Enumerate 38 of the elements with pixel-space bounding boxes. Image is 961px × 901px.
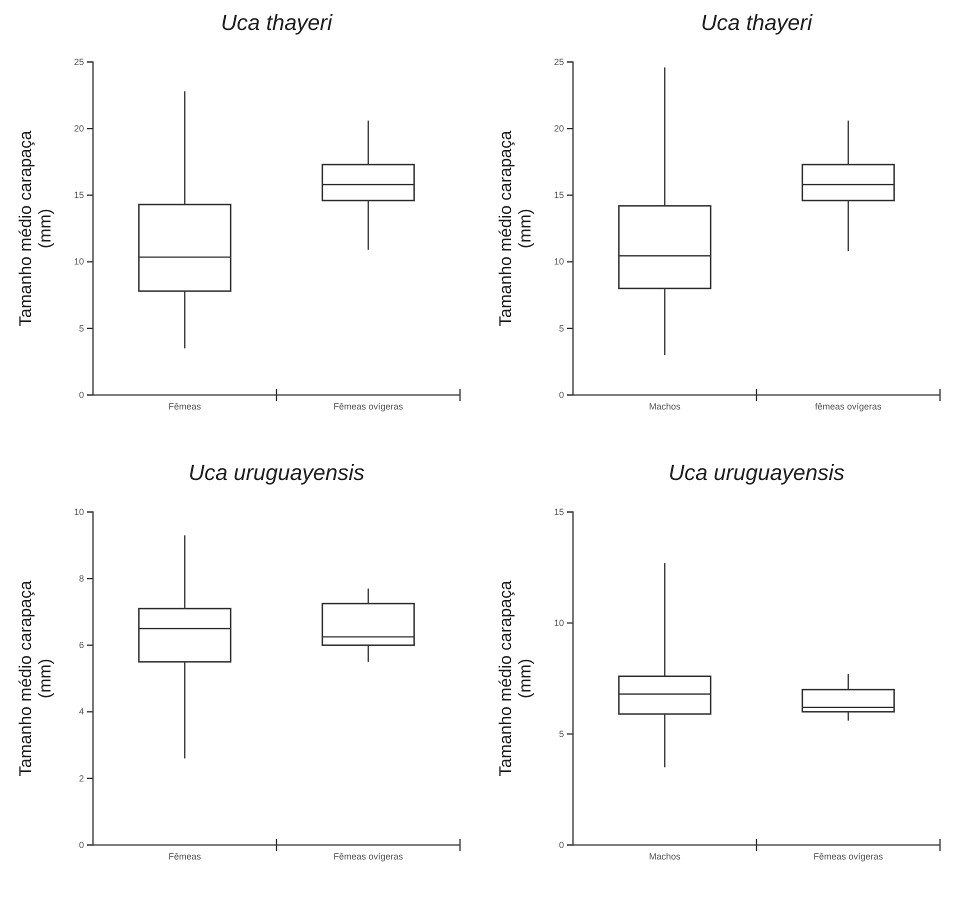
y-tick-label: 8 bbox=[78, 573, 84, 584]
y-tick-label: 10 bbox=[74, 506, 84, 517]
y-tick-label: 25 bbox=[74, 56, 84, 67]
x-tick-label: Fêmeas ovígeras bbox=[333, 851, 404, 862]
y-tick-label: 20 bbox=[74, 123, 84, 134]
x-tick-label: Fêmeas bbox=[168, 401, 202, 412]
y-tick-label: 2 bbox=[78, 773, 84, 784]
y-tick-label: 0 bbox=[78, 840, 84, 850]
y-tick-label: 0 bbox=[558, 840, 564, 850]
x-tick-label: Fêmeas ovígeras bbox=[813, 851, 884, 862]
y-axis-title: Tamanho médio carapaça (mm) bbox=[496, 580, 535, 776]
y-tick-label: 4 bbox=[78, 706, 84, 717]
y-tick-label: 15 bbox=[74, 190, 84, 200]
chart-title: Uca uruguayensis bbox=[668, 460, 845, 485]
x-tick-label: Fêmeas bbox=[168, 851, 202, 862]
y-tick-label: 10 bbox=[74, 256, 84, 267]
y-tick-label: 20 bbox=[554, 123, 564, 134]
y-tick-label: 6 bbox=[78, 640, 84, 650]
chart-title: Uca uruguayensis bbox=[188, 460, 365, 485]
y-tick-label: 10 bbox=[554, 256, 564, 267]
y-tick-label: 15 bbox=[554, 506, 564, 517]
y-axis-title: Tamanho médio carapaça (mm) bbox=[16, 130, 55, 326]
y-tick-label: 0 bbox=[78, 390, 84, 400]
y-axis-title: Tamanho médio carapaça (mm) bbox=[16, 580, 55, 776]
y-tick-label: 0 bbox=[558, 390, 564, 400]
y-tick-label: 15 bbox=[554, 190, 564, 200]
chart-title: Uca thayeri bbox=[700, 10, 814, 35]
y-axis-title: Tamanho médio carapaça (mm) bbox=[496, 130, 535, 326]
y-tick-label: 25 bbox=[554, 56, 564, 67]
x-tick-label: Machos bbox=[648, 401, 682, 412]
x-tick-label: Fêmeas ovígeras bbox=[333, 401, 404, 412]
y-tick-label: 5 bbox=[558, 323, 564, 334]
chart-title: Uca thayeri bbox=[220, 10, 334, 35]
x-tick-label: Machos bbox=[648, 851, 682, 862]
y-tick-label: 10 bbox=[554, 618, 564, 628]
y-tick-label: 5 bbox=[558, 728, 564, 739]
x-tick-label: fêmeas ovígeras bbox=[814, 401, 882, 412]
y-tick-label: 5 bbox=[78, 323, 84, 334]
